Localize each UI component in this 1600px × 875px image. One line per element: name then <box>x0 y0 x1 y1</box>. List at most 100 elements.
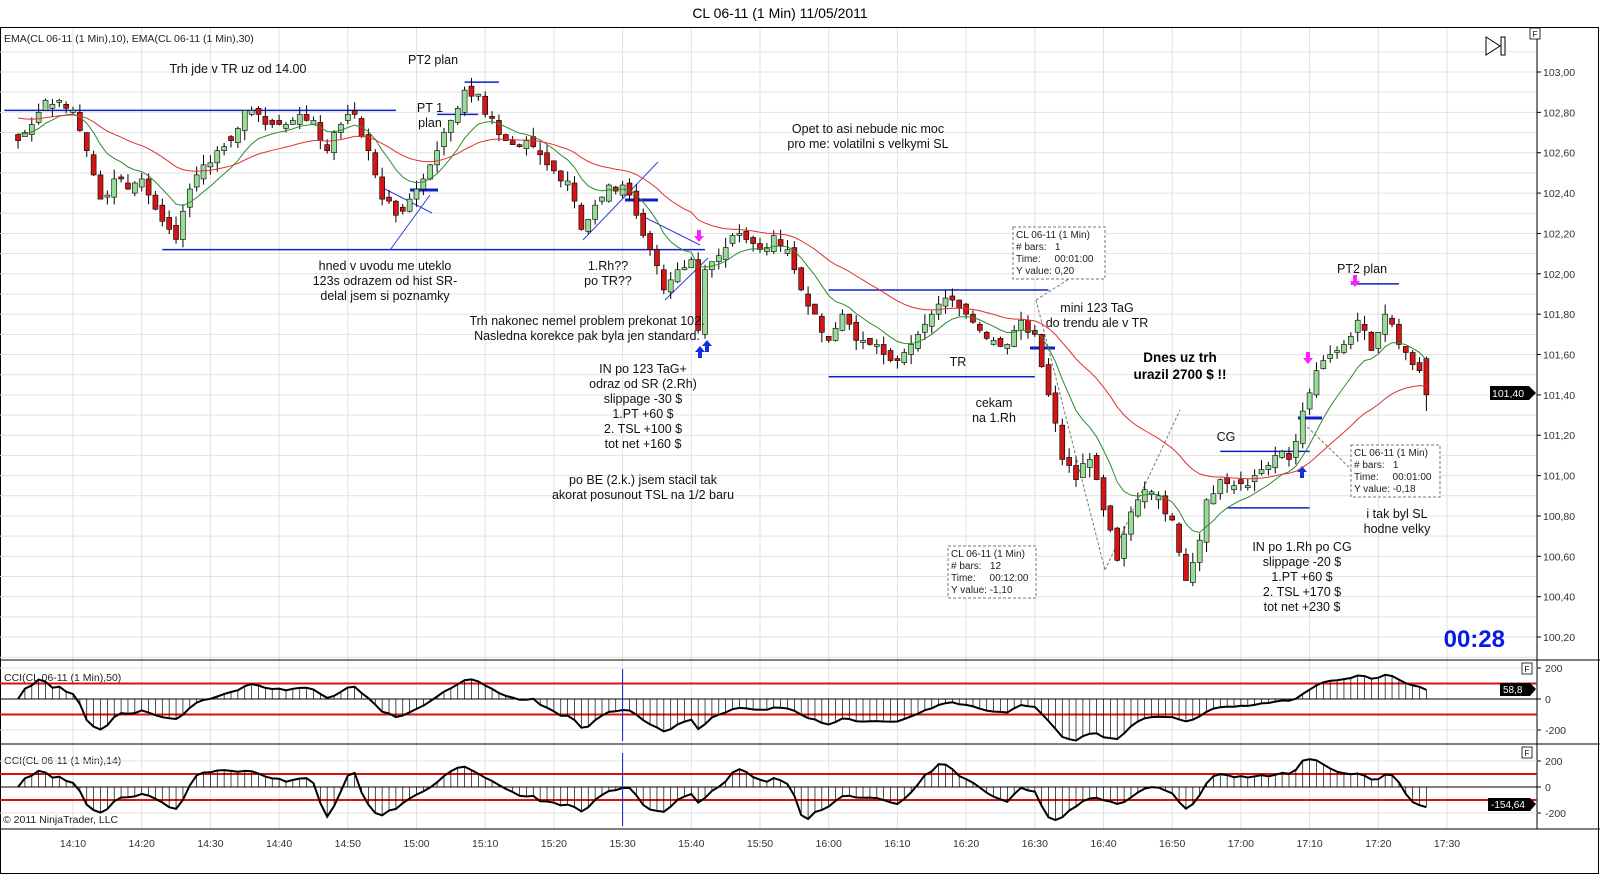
candle-up <box>70 110 76 113</box>
measure-info-text: # bars: 1 <box>1016 242 1061 253</box>
candle-up <box>715 255 722 262</box>
time-tick-label: 14:30 <box>197 838 223 850</box>
candle-down <box>496 120 502 135</box>
arrow-down-icon <box>1303 352 1313 364</box>
candle-up <box>1080 463 1086 478</box>
measure-info-text: Y value: 0,20 <box>1016 266 1075 277</box>
candle-down <box>276 120 282 125</box>
candle-up <box>1196 539 1203 563</box>
annotation-text: 1.PT +60 $ <box>612 407 673 421</box>
candle-down <box>1368 332 1375 351</box>
candle-up <box>434 150 440 166</box>
time-tick-label: 16:00 <box>816 838 842 850</box>
candle-up <box>1210 493 1217 505</box>
candle-up <box>1135 499 1141 517</box>
candle-down <box>880 344 887 355</box>
candle-down <box>750 237 756 244</box>
cci14-last-tag: -154,64 <box>1488 798 1536 811</box>
candle-up <box>1375 332 1382 349</box>
candle-up <box>764 247 770 252</box>
last-price-tag: 101,40 <box>1490 386 1536 400</box>
candle-down <box>303 114 310 121</box>
candle-up <box>606 184 612 202</box>
price-tick-label: 102,40 <box>1543 188 1575 200</box>
annotation-text: Trh jde v TR uz od 14.00 <box>170 62 307 76</box>
annotation-text: urazil 2700 $ !! <box>1133 367 1226 382</box>
candle-up <box>1004 344 1011 349</box>
candle-up <box>674 269 681 283</box>
time-tick-label: 16:30 <box>1022 838 1048 850</box>
candle-up <box>42 99 49 111</box>
candle-down <box>365 134 372 152</box>
candle-down <box>1176 523 1182 553</box>
candle-down <box>743 231 750 240</box>
measure-info-text: CL 06-11 (1 Min) <box>1016 230 1090 241</box>
annotation-text: na 1.Rh <box>972 411 1016 425</box>
annotation-text: 2. TSL +100 $ <box>604 422 682 436</box>
candle-up <box>406 198 413 212</box>
f-button[interactable]: F <box>1529 27 1541 40</box>
candle-down <box>372 152 379 176</box>
arrow-up-icon <box>702 340 712 352</box>
candle-down <box>324 144 330 152</box>
candle-down <box>612 186 619 192</box>
annotation-text: Trh nakonec nemel problem prekonat 102. <box>469 314 704 328</box>
measure-info-text: Time: 00:01:00 <box>1016 254 1094 265</box>
measure-info-box <box>1012 226 1106 280</box>
annotation-text: cekam <box>976 396 1013 410</box>
candle-down <box>262 116 269 125</box>
annotation-text: PT2 plan <box>408 53 458 67</box>
annotation-text: mini 123 TaG <box>1060 301 1133 315</box>
candle-up <box>585 219 592 232</box>
f-button-cci50[interactable]: F <box>1521 662 1533 675</box>
annotation-text: plan <box>418 116 442 130</box>
annotation-text: i tak byl SL <box>1366 507 1427 521</box>
candle-down <box>867 338 873 345</box>
candle-down <box>145 178 152 196</box>
axes: 103,00 102,80 102,60 102,40 102,20 102,00 101,… <box>60 67 1575 850</box>
candle-up <box>1148 491 1155 495</box>
candle-down <box>949 295 956 301</box>
candle-up <box>296 114 303 125</box>
cci-tick-label: 0 <box>1545 782 1551 794</box>
candle-down <box>166 216 172 230</box>
time-tick-label: 15:20 <box>541 838 567 850</box>
candle-down <box>640 212 647 236</box>
candle-up <box>1121 533 1127 559</box>
time-tick-label: 14:10 <box>60 838 86 850</box>
candle-down <box>1162 495 1169 515</box>
candle-up <box>283 124 289 129</box>
candle-up <box>1217 479 1224 495</box>
candle-up <box>784 249 791 254</box>
candle-down <box>97 174 104 200</box>
candle-up <box>1258 469 1265 474</box>
candle-up <box>592 204 598 220</box>
annotation-text: 123s odrazem od hist SR- <box>313 274 458 288</box>
price-tick-label: 100,20 <box>1543 632 1575 644</box>
f-button-cci14[interactable]: F <box>1521 746 1533 759</box>
cci-panels: 200 0 -200 200 0 -200 <box>0 663 1566 826</box>
candle-down <box>90 154 97 176</box>
candle-up <box>241 110 248 131</box>
candle-up <box>942 297 949 307</box>
cci50-label: CCI(CL 06-11 (1 Min),50) <box>4 672 121 684</box>
time-tick-label: 15:50 <box>747 838 773 850</box>
candle-up <box>111 178 118 198</box>
candle-down <box>1066 457 1072 466</box>
annotation-text: odraz od SR (2.Rh) <box>589 377 697 391</box>
candle-down <box>1402 346 1409 353</box>
price-tick-label: 102,80 <box>1543 107 1575 119</box>
chart-title: CL 06-11 (1 Min) 11/05/2011 <box>692 5 868 21</box>
candle-up <box>860 340 866 343</box>
scroll-to-end-icon[interactable] <box>1485 36 1506 56</box>
candle-up <box>729 235 736 244</box>
cci50-last-tag: 58,8 <box>1500 683 1536 696</box>
candle-up <box>180 210 186 240</box>
candle-up <box>736 233 743 236</box>
candle-down <box>399 206 406 212</box>
svg-text:F: F <box>1533 30 1538 39</box>
candle-up <box>922 323 928 333</box>
candle-down <box>1038 334 1045 367</box>
candle-up <box>832 327 839 341</box>
